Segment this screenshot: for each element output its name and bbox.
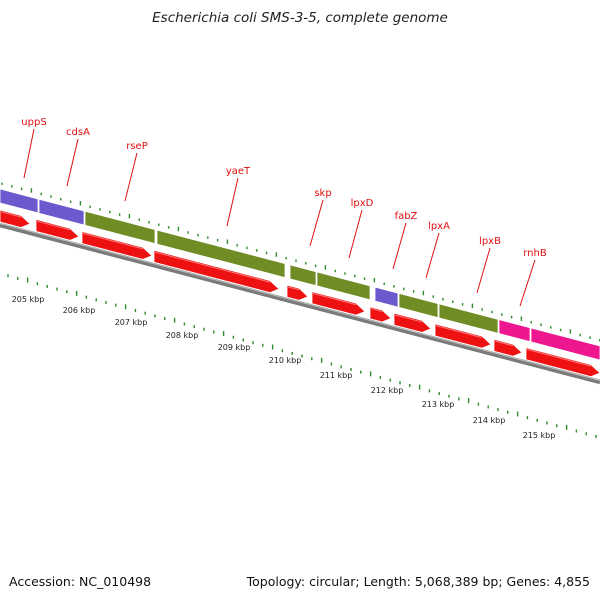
gene-label-connector (348, 209, 363, 259)
backbone-highlight (0, 223, 600, 381)
gene-label-lpxD: lpxD (351, 198, 374, 209)
genome-summary-text: Topology: circular; Length: 5,068,389 bp… (246, 574, 590, 589)
gene-labels: uppS cdsA rseP yaeT skp lpxD fabZ lpxA lpxB rnhB (21, 117, 547, 259)
gene-label-connector (392, 222, 407, 270)
gene-arrow (525, 347, 600, 378)
feature-segment (156, 229, 286, 279)
gene-arrow (393, 312, 432, 333)
gene-arrow (493, 338, 523, 357)
gene-label-connector (309, 199, 324, 247)
gene-label-connector (476, 247, 491, 294)
feature-segment (438, 303, 499, 334)
gene-arrow (153, 249, 280, 294)
gene-label-uppS: uppS (21, 117, 46, 128)
kbp-label: 209 kbp (218, 343, 251, 352)
kbp-labels: 205 kbp 206 kbp 207 kbp 208 kbp 209 kbp 210 k… (12, 295, 556, 440)
gene-label-rnhB: rnhB (523, 248, 547, 259)
gene-label-skp: skp (314, 188, 331, 199)
kbp-label: 213 kbp (422, 400, 455, 409)
feature-segment (0, 188, 39, 214)
kbp-label: 215 kbp (523, 431, 556, 440)
gene-arrow (434, 323, 492, 349)
gene-arrow (369, 306, 392, 323)
gene-label-connector (226, 177, 239, 227)
gene-arrow-highlight (494, 340, 514, 347)
gene-label-rseP: rseP (126, 141, 148, 152)
gene-label-connector (519, 259, 536, 307)
gene-arrow-highlight (394, 314, 423, 323)
inner-tick-ring (7, 274, 597, 438)
accession-text: Accession: NC_010498 (9, 574, 152, 589)
map-title: Escherichia coli SMS-3-5, complete genom… (152, 10, 448, 26)
gene-label-cdsA: cdsA (66, 127, 90, 138)
gene-arrow-highlight (36, 220, 71, 231)
feature-segment (398, 292, 439, 319)
backbone-circle (0, 222, 600, 385)
gene-arrow-highlight (287, 286, 300, 291)
gene-label-yaeT: yaeT (226, 166, 251, 177)
gene-arrow-highlight (370, 308, 383, 312)
gene-arrow (286, 284, 309, 301)
feature-segment (498, 319, 531, 343)
kbp-label: 212 kbp (371, 386, 404, 395)
gene-arrow (81, 230, 153, 260)
kbp-label: 211 kbp (320, 371, 353, 380)
gene-arrow (0, 209, 31, 228)
gene-label-fabZ: fabZ (395, 211, 418, 222)
gene-arrow-highlight (435, 325, 483, 339)
gene-arrow-ring (0, 209, 600, 378)
outer-tick-ring (1, 182, 600, 342)
gene-arrow-highlight (526, 348, 592, 367)
feature-segment (316, 271, 371, 301)
kbp-label: 210 kbp (269, 356, 302, 365)
gene-label-lpxA: lpxA (428, 221, 450, 232)
feature-ring (0, 188, 600, 361)
gene-arrow-highlight (0, 211, 22, 218)
gene-arrow-highlight (154, 251, 271, 283)
gene-arrow (35, 218, 80, 241)
gene-arrow-highlight (82, 232, 144, 250)
gene-label-connector (425, 232, 440, 279)
gene-arrow-highlight (312, 292, 357, 306)
kbp-label: 205 kbp (12, 295, 45, 304)
gene-label-connector (66, 138, 79, 187)
feature-segment (374, 286, 399, 308)
kbp-label: 214 kbp (473, 416, 506, 425)
gene-label-connector (23, 128, 35, 179)
gene-label-connector (124, 152, 138, 202)
feature-segment (530, 327, 600, 361)
kbp-label: 208 kbp (166, 331, 199, 340)
feature-segment (289, 264, 317, 287)
gene-label-connectors (23, 128, 536, 307)
kbp-label: 206 kbp (63, 306, 96, 315)
feature-segment (84, 210, 156, 245)
feature-segment (38, 198, 85, 226)
kbp-label: 207 kbp (115, 318, 148, 327)
gene-label-lpxB: lpxB (479, 236, 501, 247)
gene-arrow (311, 291, 366, 316)
